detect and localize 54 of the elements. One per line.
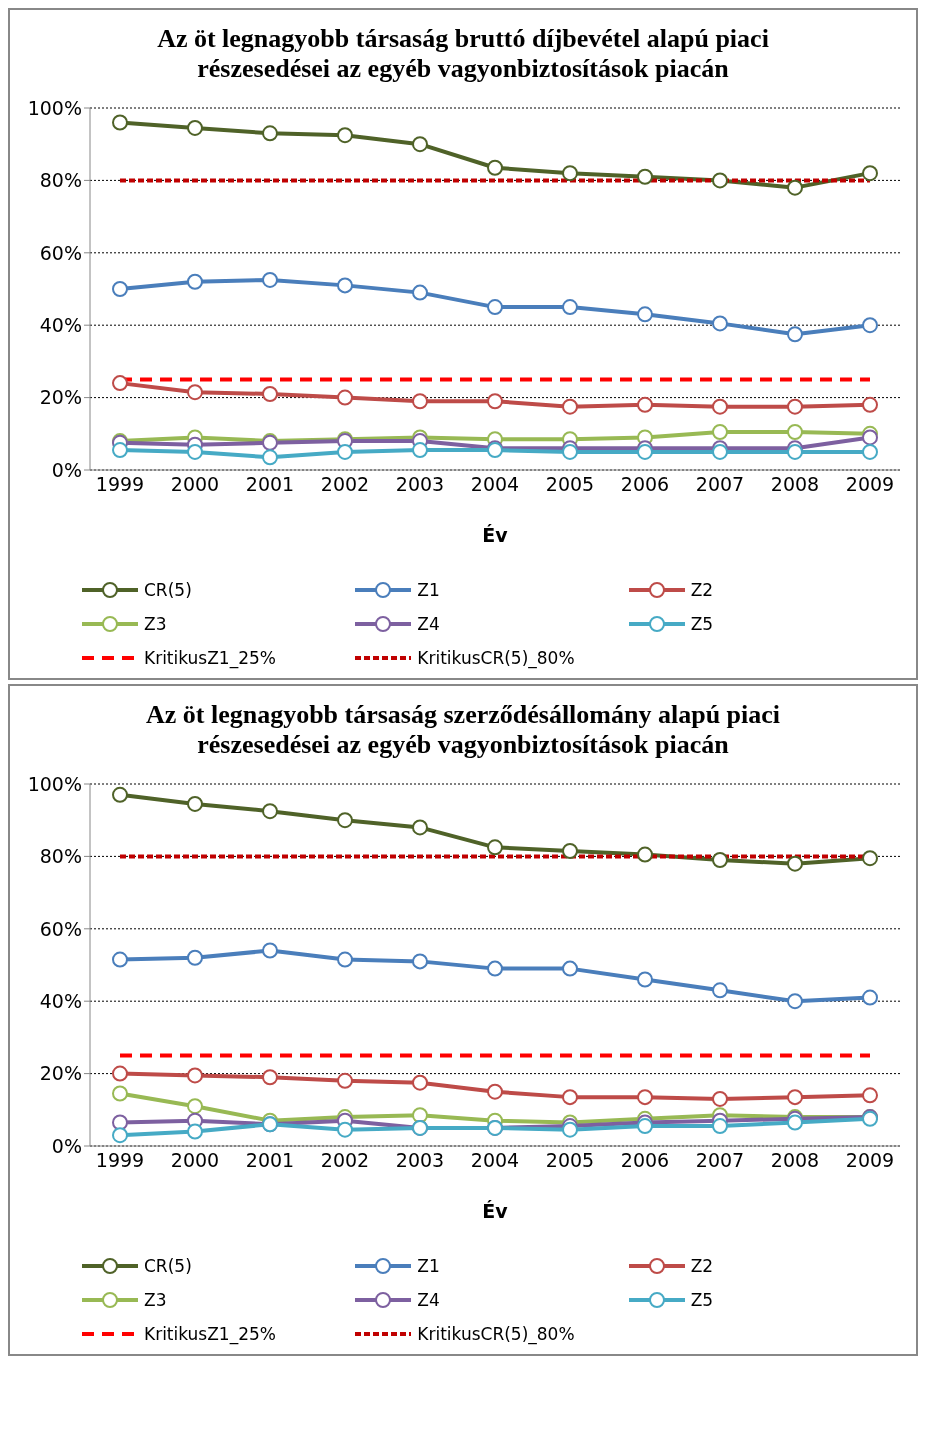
y-tick-label: 100% (27, 772, 82, 795)
legend-label: KritikusZ1_25% (144, 648, 276, 668)
legend-label: Z3 (144, 614, 167, 634)
x-tick-label: 2000 (170, 1149, 220, 1172)
x-tick-label: 2006 (620, 1149, 670, 1172)
legend-label: Z4 (417, 614, 440, 634)
x-tick-label: 2004 (470, 1149, 520, 1172)
x-tick-label: 1999 (95, 1149, 145, 1172)
chart-title: Az öt legnagyobb társaság bruttó díjbevétel alapú piaci részesedései az egyéb vagyonbiztosítások piacán (156, 23, 770, 85)
x-tick-label: 2004 (470, 473, 520, 496)
x-tick-label: 2009 (845, 1149, 895, 1172)
y-tick-label: 80% (39, 169, 82, 192)
y-tick-label: 20% (39, 1062, 82, 1085)
legend-label: CR(5) (144, 580, 192, 600)
x-tick-label: 2007 (695, 473, 745, 496)
x-tick-label: 2002 (320, 1149, 370, 1172)
legend-label: KritikusZ1_25% (144, 1324, 276, 1344)
x-tick-label: 2003 (395, 1149, 445, 1172)
x-tick-label: 2001 (245, 473, 295, 496)
x-tick-label: 2001 (245, 1149, 295, 1172)
legend-label: KritikusCR(5)_80% (417, 1324, 575, 1344)
x-axis-title: Év (482, 524, 509, 546)
x-tick-label: 2007 (695, 1149, 745, 1172)
x-tick-label: 2002 (320, 473, 370, 496)
x-tick-label: 2003 (395, 473, 445, 496)
y-tick-label: 60% (39, 917, 82, 940)
y-tick-label: 40% (39, 313, 82, 336)
x-tick-label: 2008 (770, 473, 820, 496)
x-tick-label: 2000 (170, 473, 220, 496)
legend-label: Z1 (417, 1256, 440, 1276)
legend-label: Z5 (690, 614, 714, 634)
y-tick-label: 60% (39, 241, 82, 264)
y-tick-label: 0% (51, 1134, 82, 1157)
x-tick-label: 2006 (620, 473, 670, 496)
legend-label: Z5 (690, 1290, 714, 1310)
y-tick-label: 80% (39, 845, 82, 868)
x-tick-label: 2009 (845, 473, 895, 496)
y-tick-label: 0% (51, 458, 82, 481)
chart-title: Az öt legnagyobb társaság szerződésállomány alapú piaci részesedései az egyéb vagyonbiztosítások piacán (144, 699, 782, 761)
x-tick-label: 2008 (770, 1149, 820, 1172)
x-tick-label: 2005 (545, 1149, 595, 1172)
legend-label: Z2 (690, 1256, 714, 1276)
x-tick-label: 2005 (545, 473, 595, 496)
x-tick-label: 1999 (95, 473, 145, 496)
legend-label: CR(5) (144, 1256, 192, 1276)
legend-label: Z3 (144, 1290, 167, 1310)
y-tick-label: 100% (27, 96, 82, 119)
legend-label: Z1 (417, 580, 440, 600)
y-tick-label: 20% (39, 386, 82, 409)
y-tick-label: 40% (39, 989, 82, 1012)
x-axis-title: Év (482, 1200, 509, 1222)
legend-label: Z2 (690, 580, 714, 600)
legend-label: Z4 (417, 1290, 440, 1310)
legend-label: KritikusCR(5)_80% (417, 648, 575, 668)
